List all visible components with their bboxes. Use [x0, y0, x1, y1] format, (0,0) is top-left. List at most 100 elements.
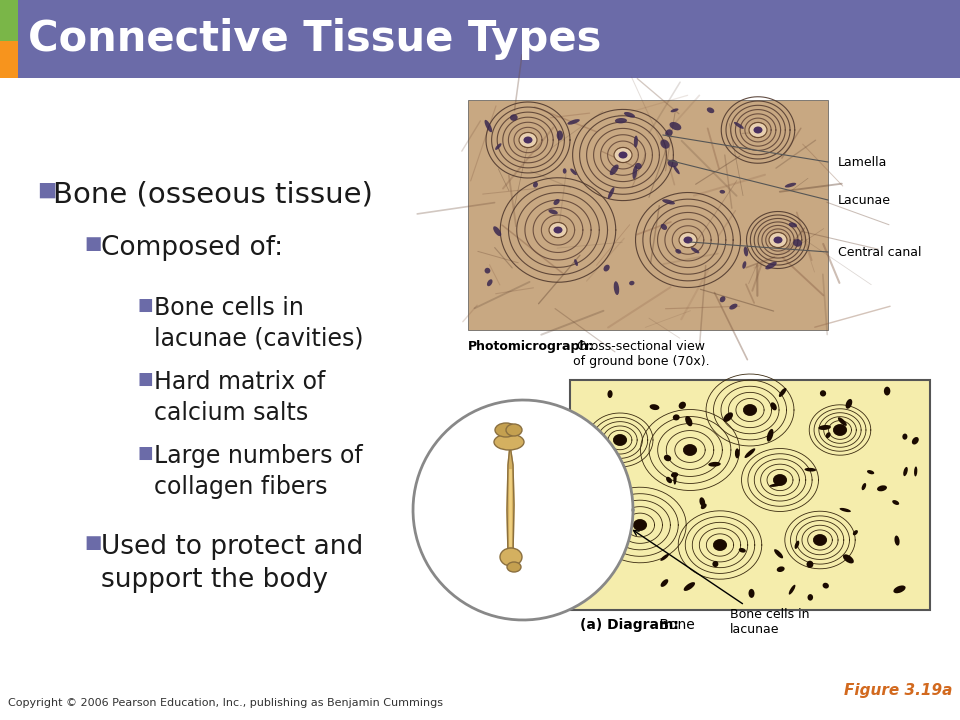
Ellipse shape	[584, 528, 590, 536]
Text: Central canal: Central canal	[838, 246, 922, 258]
Text: Used to protect and
support the body: Used to protect and support the body	[101, 534, 363, 593]
Bar	[468, 100, 828, 330]
Ellipse shape	[795, 541, 800, 549]
Ellipse shape	[495, 143, 501, 150]
Ellipse shape	[765, 262, 777, 269]
Ellipse shape	[774, 549, 783, 559]
Text: Hard matrix of
calcium salts: Hard matrix of calcium salts	[154, 370, 325, 425]
Text: ■: ■	[137, 370, 154, 388]
Ellipse shape	[667, 160, 678, 167]
Ellipse shape	[533, 181, 538, 188]
Ellipse shape	[554, 227, 563, 233]
Ellipse shape	[708, 462, 721, 467]
Ellipse shape	[500, 548, 522, 566]
Text: ■: ■	[84, 534, 103, 552]
Ellipse shape	[671, 472, 678, 477]
Bar	[570, 380, 930, 610]
Ellipse shape	[554, 199, 560, 205]
Ellipse shape	[507, 562, 521, 572]
Ellipse shape	[862, 483, 866, 490]
Ellipse shape	[754, 127, 762, 133]
Ellipse shape	[742, 261, 746, 269]
Ellipse shape	[660, 554, 669, 561]
Ellipse shape	[707, 107, 714, 113]
Ellipse shape	[660, 140, 669, 149]
Bar	[0, 0, 18, 40]
Ellipse shape	[714, 540, 726, 550]
Circle shape	[413, 400, 633, 620]
Ellipse shape	[807, 594, 813, 600]
Ellipse shape	[506, 424, 522, 436]
Text: Figure 3.19a: Figure 3.19a	[844, 683, 952, 698]
Ellipse shape	[749, 589, 755, 598]
Ellipse shape	[700, 498, 706, 507]
Ellipse shape	[820, 390, 827, 397]
Ellipse shape	[789, 585, 796, 595]
Ellipse shape	[895, 536, 900, 546]
Ellipse shape	[877, 485, 887, 491]
Ellipse shape	[894, 585, 905, 593]
Ellipse shape	[745, 449, 756, 458]
Ellipse shape	[510, 114, 517, 121]
Ellipse shape	[884, 387, 890, 395]
Ellipse shape	[675, 249, 682, 253]
Ellipse shape	[720, 296, 726, 302]
Text: Bone (osseous tissue): Bone (osseous tissue)	[53, 181, 372, 209]
Bar	[0, 0, 960, 78]
Ellipse shape	[769, 483, 781, 487]
Ellipse shape	[563, 168, 566, 174]
Ellipse shape	[867, 470, 875, 474]
Ellipse shape	[684, 582, 695, 591]
Ellipse shape	[744, 247, 748, 256]
Ellipse shape	[691, 247, 699, 253]
Bar	[0, 40, 18, 78]
Text: ■: ■	[84, 235, 103, 253]
Ellipse shape	[615, 118, 627, 123]
Text: Large numbers of
collagen fibers: Large numbers of collagen fibers	[154, 444, 362, 498]
Ellipse shape	[892, 500, 900, 505]
Ellipse shape	[673, 472, 677, 485]
Ellipse shape	[608, 187, 614, 199]
Text: Bone cells in
lacunae (cavities): Bone cells in lacunae (cavities)	[154, 297, 363, 351]
Ellipse shape	[720, 190, 725, 194]
Ellipse shape	[660, 579, 668, 587]
Ellipse shape	[548, 210, 558, 215]
Ellipse shape	[735, 449, 739, 459]
Ellipse shape	[614, 148, 632, 163]
Ellipse shape	[685, 416, 692, 426]
Ellipse shape	[769, 233, 787, 248]
Ellipse shape	[629, 281, 635, 285]
Ellipse shape	[613, 282, 619, 295]
Ellipse shape	[495, 423, 517, 437]
Ellipse shape	[598, 449, 605, 456]
Ellipse shape	[557, 130, 563, 140]
Ellipse shape	[523, 137, 533, 143]
Polygon shape	[507, 445, 514, 555]
Ellipse shape	[610, 526, 613, 532]
Text: ■: ■	[137, 297, 154, 314]
Ellipse shape	[610, 164, 618, 175]
Text: ■: ■	[36, 181, 56, 199]
Ellipse shape	[603, 461, 610, 469]
Ellipse shape	[567, 119, 580, 125]
Ellipse shape	[912, 437, 919, 444]
Ellipse shape	[789, 222, 797, 228]
Ellipse shape	[494, 434, 524, 450]
Ellipse shape	[804, 468, 816, 472]
Ellipse shape	[826, 432, 830, 438]
Ellipse shape	[592, 547, 602, 552]
Text: Lacunae: Lacunae	[838, 194, 891, 207]
Ellipse shape	[779, 388, 786, 397]
Ellipse shape	[818, 425, 831, 430]
Ellipse shape	[618, 151, 628, 158]
Ellipse shape	[624, 112, 635, 117]
Ellipse shape	[666, 477, 672, 483]
Ellipse shape	[608, 390, 612, 398]
Bar	[460, 360, 950, 660]
Ellipse shape	[774, 475, 786, 485]
Ellipse shape	[767, 429, 774, 441]
Ellipse shape	[903, 467, 908, 476]
Ellipse shape	[604, 265, 610, 271]
Text: Lamella: Lamella	[838, 156, 887, 168]
Ellipse shape	[493, 226, 501, 236]
